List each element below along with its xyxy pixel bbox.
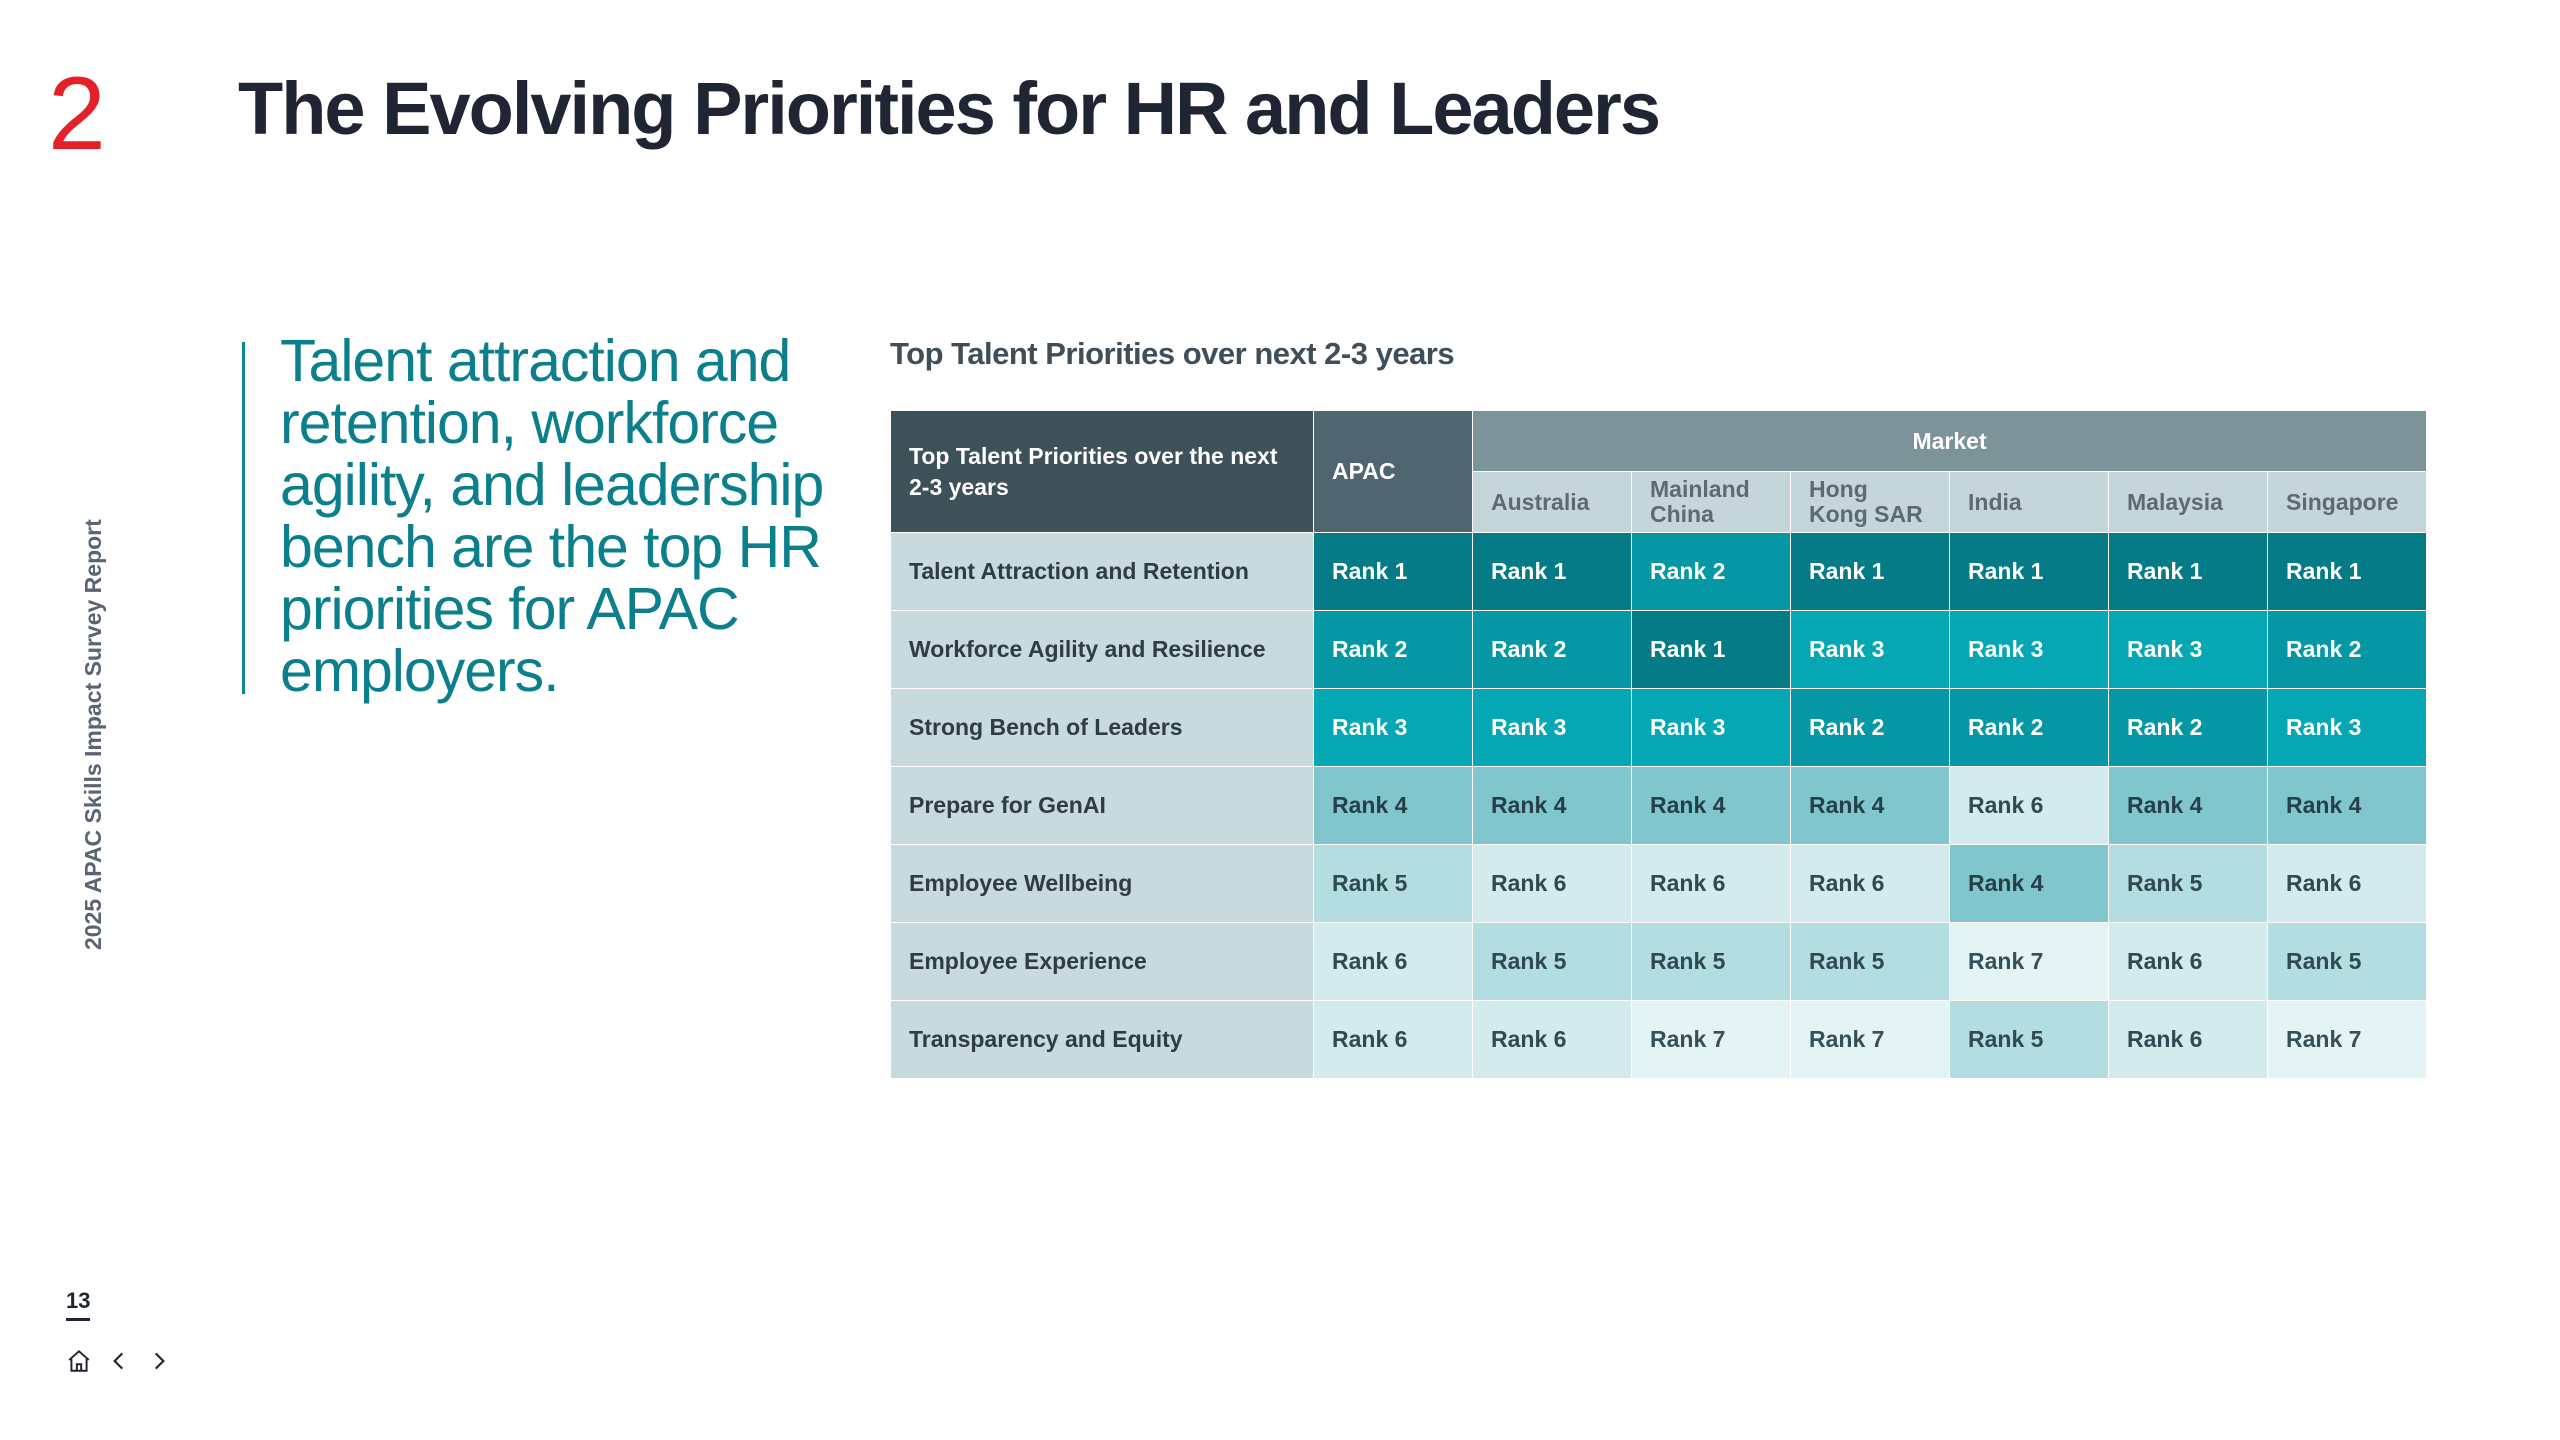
lead-statement: Talent attraction and retention, workfor… xyxy=(280,328,824,704)
table-row: Employee Experience Rank 6 Rank 5 Rank 5… xyxy=(890,922,2428,1001)
rank-cell: Rank 1 xyxy=(1631,610,1791,689)
rank-cell: Rank 6 xyxy=(1631,844,1791,923)
header-priorities: Top Talent Priorities over the next 2-3 … xyxy=(890,410,1314,533)
rank-cell: Rank 1 xyxy=(1472,532,1632,611)
rank-cell: Rank 6 xyxy=(1790,844,1950,923)
table-title: Top Talent Priorities over next 2-3 year… xyxy=(890,336,1455,371)
lead-accent-rule xyxy=(242,342,245,694)
chevron-left-icon[interactable] xyxy=(106,1348,132,1374)
rank-cell: Rank 6 xyxy=(2266,844,2428,923)
header-market-malaysia: Malaysia xyxy=(2108,471,2268,533)
rank-cell: Rank 6 xyxy=(1472,844,1632,923)
header-market-australia: Australia xyxy=(1472,471,1632,533)
rank-cell: Rank 2 xyxy=(2266,610,2428,689)
rank-cell: Rank 6 xyxy=(1949,766,2109,845)
table-row: Transparency and Equity Rank 6 Rank 6 Ra… xyxy=(890,1000,2428,1079)
rank-cell: Rank 5 xyxy=(1631,922,1791,1001)
rank-cell: Rank 4 xyxy=(1313,766,1473,845)
rank-cell: Rank 5 xyxy=(2108,844,2268,923)
rank-cell: Rank 4 xyxy=(1949,844,2109,923)
table-row: Prepare for GenAI Rank 4 Rank 4 Rank 4 R… xyxy=(890,766,2428,845)
rank-cell: Rank 2 xyxy=(1472,610,1632,689)
header-market-india: India xyxy=(1949,471,2109,533)
rank-cell: Rank 4 xyxy=(2266,766,2428,845)
row-label: Employee Wellbeing xyxy=(890,844,1314,923)
section-number: 2 xyxy=(48,56,106,172)
report-name: 2025 APAC Skills Impact Survey Report xyxy=(80,519,106,950)
rank-cell: Rank 4 xyxy=(1631,766,1791,845)
rank-cell: Rank 4 xyxy=(1790,766,1950,845)
row-label: Employee Experience xyxy=(890,922,1314,1001)
row-label: Transparency and Equity xyxy=(890,1000,1314,1079)
rank-cell: Rank 6 xyxy=(2108,922,2268,1001)
rank-cell: Rank 6 xyxy=(1313,922,1473,1001)
page-number: 13 xyxy=(66,1288,91,1321)
rank-cell: Rank 6 xyxy=(1472,1000,1632,1079)
row-label: Workforce Agility and Resilience xyxy=(890,610,1314,689)
rank-cell: Rank 2 xyxy=(2108,688,2268,767)
row-label: Prepare for GenAI xyxy=(890,766,1314,845)
rank-cell: Rank 1 xyxy=(1949,532,2109,611)
chevron-right-icon[interactable] xyxy=(146,1348,172,1374)
table-row: Employee Wellbeing Rank 5 Rank 6 Rank 6 … xyxy=(890,844,2428,923)
rank-cell: Rank 1 xyxy=(1313,532,1473,611)
rank-cell: Rank 5 xyxy=(1790,922,1950,1001)
rank-cell: Rank 2 xyxy=(1313,610,1473,689)
rank-cell: Rank 1 xyxy=(1790,532,1950,611)
rank-cell: Rank 7 xyxy=(2266,1000,2428,1079)
header-market-singapore: Singapore xyxy=(2266,471,2428,533)
rank-cell: Rank 5 xyxy=(1472,922,1632,1001)
rank-cell: Rank 3 xyxy=(1631,688,1791,767)
rank-cell: Rank 2 xyxy=(1949,688,2109,767)
rank-cell: Rank 4 xyxy=(1472,766,1632,845)
table-row: Strong Bench of Leaders Rank 3 Rank 3 Ra… xyxy=(890,688,2428,767)
rank-cell: Rank 6 xyxy=(1313,1000,1473,1079)
row-label: Strong Bench of Leaders xyxy=(890,688,1314,767)
table-row: Workforce Agility and Resilience Rank 2 … xyxy=(890,610,2428,689)
rank-cell: Rank 5 xyxy=(1949,1000,2109,1079)
page-navigation xyxy=(66,1348,172,1374)
rank-cell: Rank 5 xyxy=(2266,922,2428,1001)
header-market-mainland-china: Mainland China xyxy=(1631,471,1791,533)
rank-cell: Rank 5 xyxy=(1313,844,1473,923)
rank-cell: Rank 2 xyxy=(1631,532,1791,611)
header-apac: APAC xyxy=(1313,410,1473,533)
rank-cell: Rank 1 xyxy=(2108,532,2268,611)
row-label: Talent Attraction and Retention xyxy=(890,532,1314,611)
header-market-hong-kong: Hong Kong SAR xyxy=(1790,471,1950,533)
priorities-table: Top Talent Priorities over the next 2-3 … xyxy=(890,410,2428,1079)
rank-cell: Rank 7 xyxy=(1631,1000,1791,1079)
rank-cell: Rank 3 xyxy=(2108,610,2268,689)
rank-cell: Rank 4 xyxy=(2108,766,2268,845)
rank-cell: Rank 2 xyxy=(1790,688,1950,767)
rank-cell: Rank 3 xyxy=(1949,610,2109,689)
rank-cell: Rank 3 xyxy=(1472,688,1632,767)
header-market: Market xyxy=(1471,410,2428,472)
rank-cell: Rank 3 xyxy=(1790,610,1950,689)
table-row: Talent Attraction and Retention Rank 1 R… xyxy=(890,532,2428,611)
rank-cell: Rank 6 xyxy=(2108,1000,2268,1079)
rank-cell: Rank 7 xyxy=(1790,1000,1950,1079)
rank-cell: Rank 3 xyxy=(1313,688,1473,767)
page-title: The Evolving Priorities for HR and Leade… xyxy=(238,67,1661,150)
rank-cell: Rank 7 xyxy=(1949,922,2109,1001)
rank-cell: Rank 3 xyxy=(2266,688,2428,767)
home-icon[interactable] xyxy=(66,1348,92,1374)
rank-cell: Rank 1 xyxy=(2266,532,2428,611)
